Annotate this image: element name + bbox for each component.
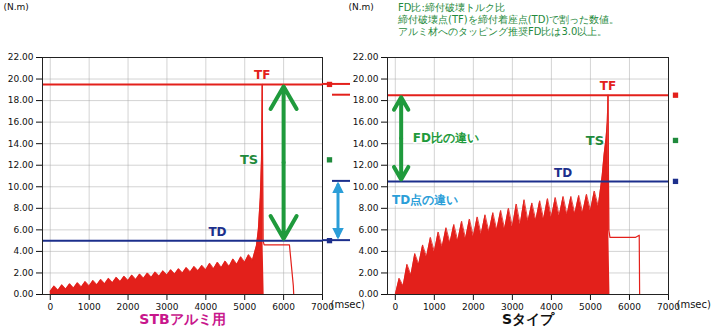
svg-text:0: 0 [47,302,53,312]
svg-text:20.00: 20.00 [353,74,379,84]
svg-text:20.00: 20.00 [8,74,34,84]
svg-text:FD比の違い: FD比の違い [413,131,479,145]
svg-text:2000: 2000 [117,302,140,312]
svg-text:10.00: 10.00 [353,182,379,192]
svg-text:2000: 2000 [462,302,485,312]
svg-text:7000: 7000 [311,301,334,312]
svg-text:TS: TS [240,152,258,167]
svg-text:TD: TD [554,166,572,180]
svg-text:0.00: 0.00 [358,289,378,299]
html-text:FD比:締付破壊トルク比: FD比:締付破壊トルク比 [398,2,505,13]
svg-text:8.00: 8.00 [13,203,33,213]
svg-text:2.00: 2.00 [13,268,33,278]
svg-text:14.00: 14.00 [353,139,379,149]
svg-text:TD点の違い: TD点の違い [392,193,458,207]
svg-text:5000: 5000 [579,302,602,312]
svg-text:(msec): (msec) [331,299,366,310]
svg-text:22.00: 22.00 [8,52,34,62]
svg-text:12.00: 12.00 [8,160,34,170]
html-text:締付破壊点(TF)を締付着座点(TD)で割った数値。: 締付破壊点(TF)を締付着座点(TD)で割った数値。 [398,14,620,25]
svg-text:(msec): (msec) [677,299,712,310]
svg-text:6000: 6000 [618,302,641,312]
svg-text:12.00: 12.00 [353,160,379,170]
svg-text:TS: TS [586,133,604,148]
svg-text:(N.m): (N.m) [4,2,29,12]
svg-text:STBアルミ用: STBアルミ用 [139,311,225,327]
svg-text:10.00: 10.00 [8,182,34,192]
svg-text:14.00: 14.00 [8,139,34,149]
svg-text:1000: 1000 [78,302,101,312]
svg-text:1000: 1000 [423,302,446,312]
svg-text:TF: TF [600,79,616,93]
svg-text:4000: 4000 [194,301,218,312]
svg-text:7000: 7000 [657,301,680,312]
svg-text:4.00: 4.00 [358,246,378,256]
svg-text:(N.m): (N.m) [349,2,374,12]
svg-text:4000: 4000 [540,301,563,312]
svg-text:8.00: 8.00 [358,203,378,213]
svg-text:16.00: 16.00 [353,117,379,127]
html-text:アルミ材へのタッピング推奨FD比は3.0以上。: アルミ材へのタッピング推奨FD比は3.0以上。 [398,26,608,37]
svg-text:2.00: 2.00 [358,268,378,278]
svg-text:16.00: 16.00 [8,117,34,127]
svg-text:5000: 5000 [233,302,256,312]
svg-text:6000: 6000 [272,302,295,312]
svg-text:4.00: 4.00 [13,246,33,256]
svg-text:6.00: 6.00 [13,225,33,235]
svg-text:0: 0 [392,302,398,312]
svg-text:Sタイプ: Sタイプ [502,311,555,327]
svg-text:18.00: 18.00 [353,95,379,105]
svg-text:18.00: 18.00 [8,95,34,105]
svg-text:TD: TD [208,225,226,239]
svg-text:TF: TF [254,68,270,82]
svg-text:0.00: 0.00 [13,289,33,299]
svg-text:3000: 3000 [155,301,179,312]
svg-text:3000: 3000 [500,301,524,312]
svg-text:6.00: 6.00 [358,225,378,235]
svg-text:22.00: 22.00 [353,52,379,62]
